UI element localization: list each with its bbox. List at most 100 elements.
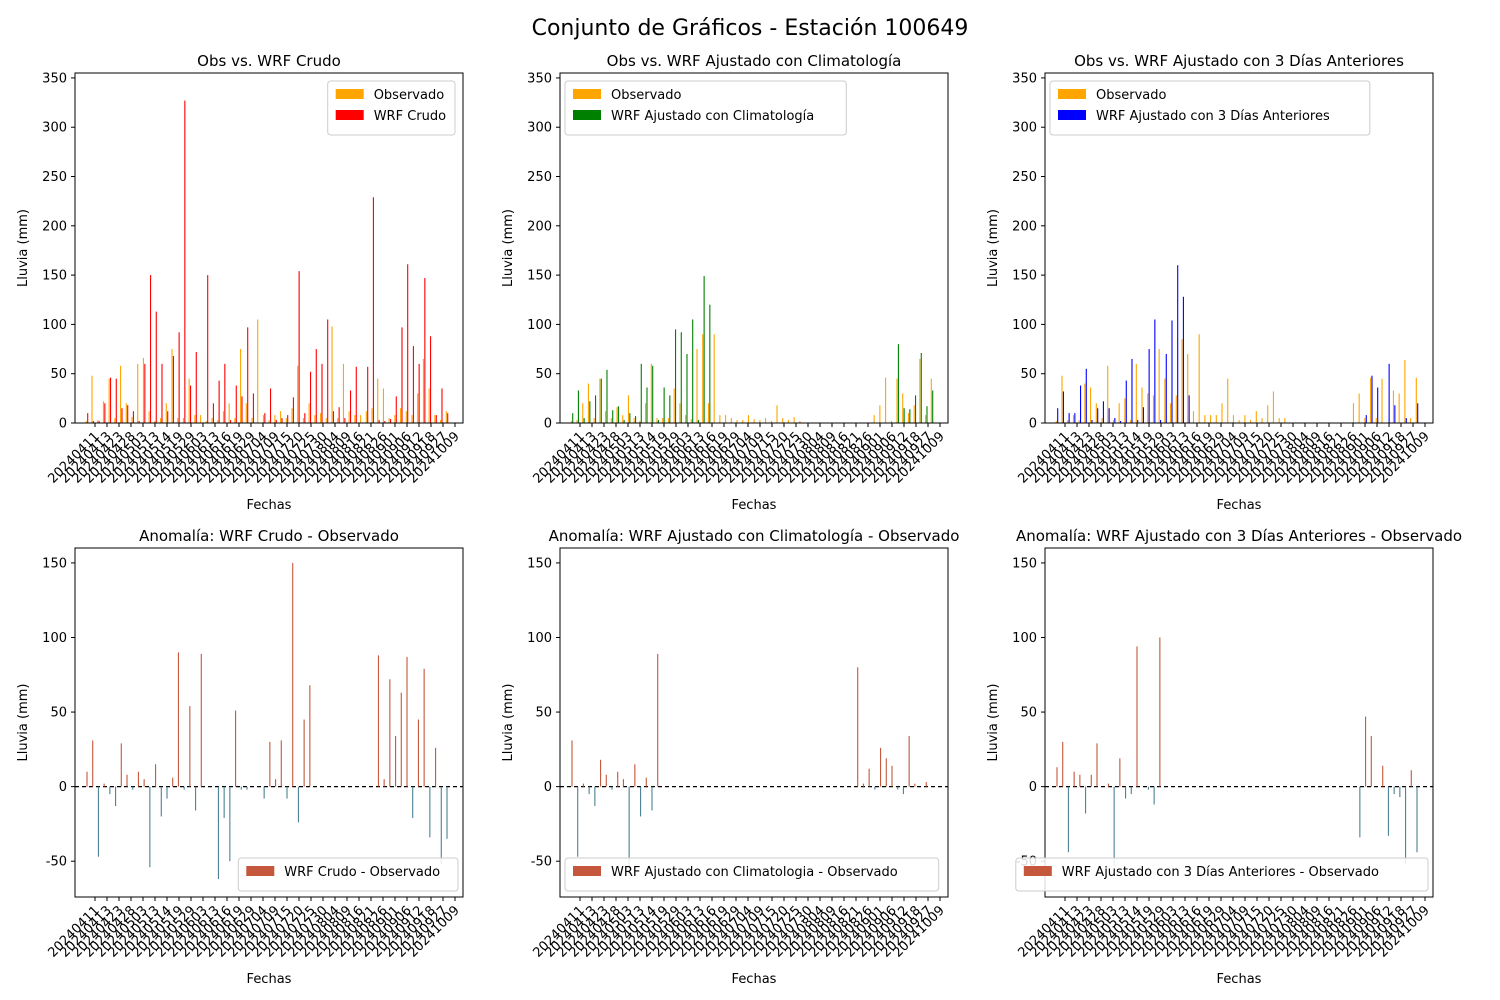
bar [930, 378, 932, 423]
bar [120, 743, 122, 787]
bar [320, 413, 322, 423]
bar [913, 405, 915, 423]
bar [577, 786, 579, 857]
bar [736, 420, 738, 423]
bar [177, 418, 179, 423]
bar [903, 408, 905, 423]
bar [264, 413, 266, 423]
bar [611, 786, 613, 790]
y-tick-label: 100 [527, 631, 552, 646]
bar [1125, 786, 1127, 799]
bar [1108, 408, 1110, 423]
bar [1261, 418, 1263, 423]
bar [446, 786, 448, 839]
bar [1112, 420, 1114, 423]
bar [605, 774, 607, 787]
bar [144, 363, 146, 423]
bar [166, 786, 168, 799]
bar [1067, 420, 1069, 423]
bar [297, 786, 299, 823]
bar [1118, 403, 1120, 423]
bar [1137, 420, 1139, 423]
bar [142, 357, 144, 423]
bar [161, 363, 163, 423]
y-tick-label: 300 [42, 121, 67, 136]
chart-6: Anomalía: WRF Ajustado con 3 Días Anteri… [986, 527, 1462, 987]
bar [616, 407, 618, 423]
bar [411, 415, 413, 423]
bar [235, 710, 237, 787]
bar [1125, 380, 1127, 423]
bar [190, 385, 192, 423]
bar [1358, 393, 1360, 423]
legend-label: Observado [611, 88, 682, 103]
bar [617, 771, 619, 787]
y-tick-label: 300 [1012, 121, 1037, 136]
bar [241, 396, 243, 423]
bar [1244, 415, 1246, 423]
bar [302, 418, 304, 423]
bar [194, 415, 196, 423]
bar [873, 415, 875, 423]
axes-frame [559, 72, 949, 424]
bar [400, 692, 402, 787]
bar [925, 415, 927, 423]
bar [377, 378, 379, 423]
y-tick-label: 150 [42, 269, 67, 284]
y-tick-label: 200 [1012, 219, 1037, 234]
bar [383, 779, 385, 787]
bar [1114, 418, 1116, 423]
bar [1120, 421, 1122, 423]
bar [390, 419, 392, 423]
bar [371, 408, 373, 423]
bar [228, 403, 230, 423]
bar [713, 334, 715, 423]
bar [572, 413, 574, 423]
plot-area: Anomalía: WRF Ajustado con 3 Días Anteri… [986, 527, 1462, 987]
bar [765, 418, 767, 423]
bar [291, 408, 293, 423]
legend: Observado WRF Ajustado con Climatología [564, 80, 847, 136]
bar [441, 388, 443, 423]
y-tick-label: 150 [42, 556, 67, 571]
bar [640, 363, 642, 423]
bar [673, 388, 675, 423]
bar [104, 403, 106, 423]
bar [314, 415, 316, 423]
bar [902, 393, 904, 423]
y-axis-label: Lluvia (mm) [501, 684, 516, 762]
y-tick-label: 100 [1012, 631, 1037, 646]
legend-swatch [1058, 89, 1086, 99]
bar [920, 353, 922, 423]
bar [417, 393, 419, 423]
bar [1394, 405, 1396, 423]
bar [115, 786, 117, 807]
bar [332, 411, 334, 423]
y-tick-label: 50 [50, 367, 67, 382]
bar [132, 786, 134, 790]
bar [1410, 418, 1412, 423]
x-axis-label: Fechas [732, 498, 777, 513]
bar [207, 275, 209, 423]
bar [350, 390, 352, 423]
y-axis-label: Lluvia (mm) [986, 209, 1001, 287]
bar [1255, 411, 1257, 423]
bar [634, 764, 636, 787]
legend-swatch [573, 110, 601, 120]
axes-frame [1044, 547, 1434, 898]
bar [577, 390, 579, 423]
bar [422, 358, 424, 423]
bar [200, 415, 202, 423]
bar [108, 378, 110, 423]
bar [1091, 420, 1093, 423]
chart-2: Obs vs. WRF Ajustado con Climatología 0 50… [501, 52, 949, 513]
bar [1164, 378, 1166, 423]
legend-label: WRF Ajustado con Climatologia - Observad… [611, 865, 898, 880]
bar [435, 747, 437, 787]
bar [235, 385, 237, 423]
bar [98, 421, 100, 423]
bar [321, 363, 323, 423]
bar [252, 393, 254, 423]
legend-box [564, 857, 940, 892]
y-tick-label: 0 [1029, 780, 1037, 795]
